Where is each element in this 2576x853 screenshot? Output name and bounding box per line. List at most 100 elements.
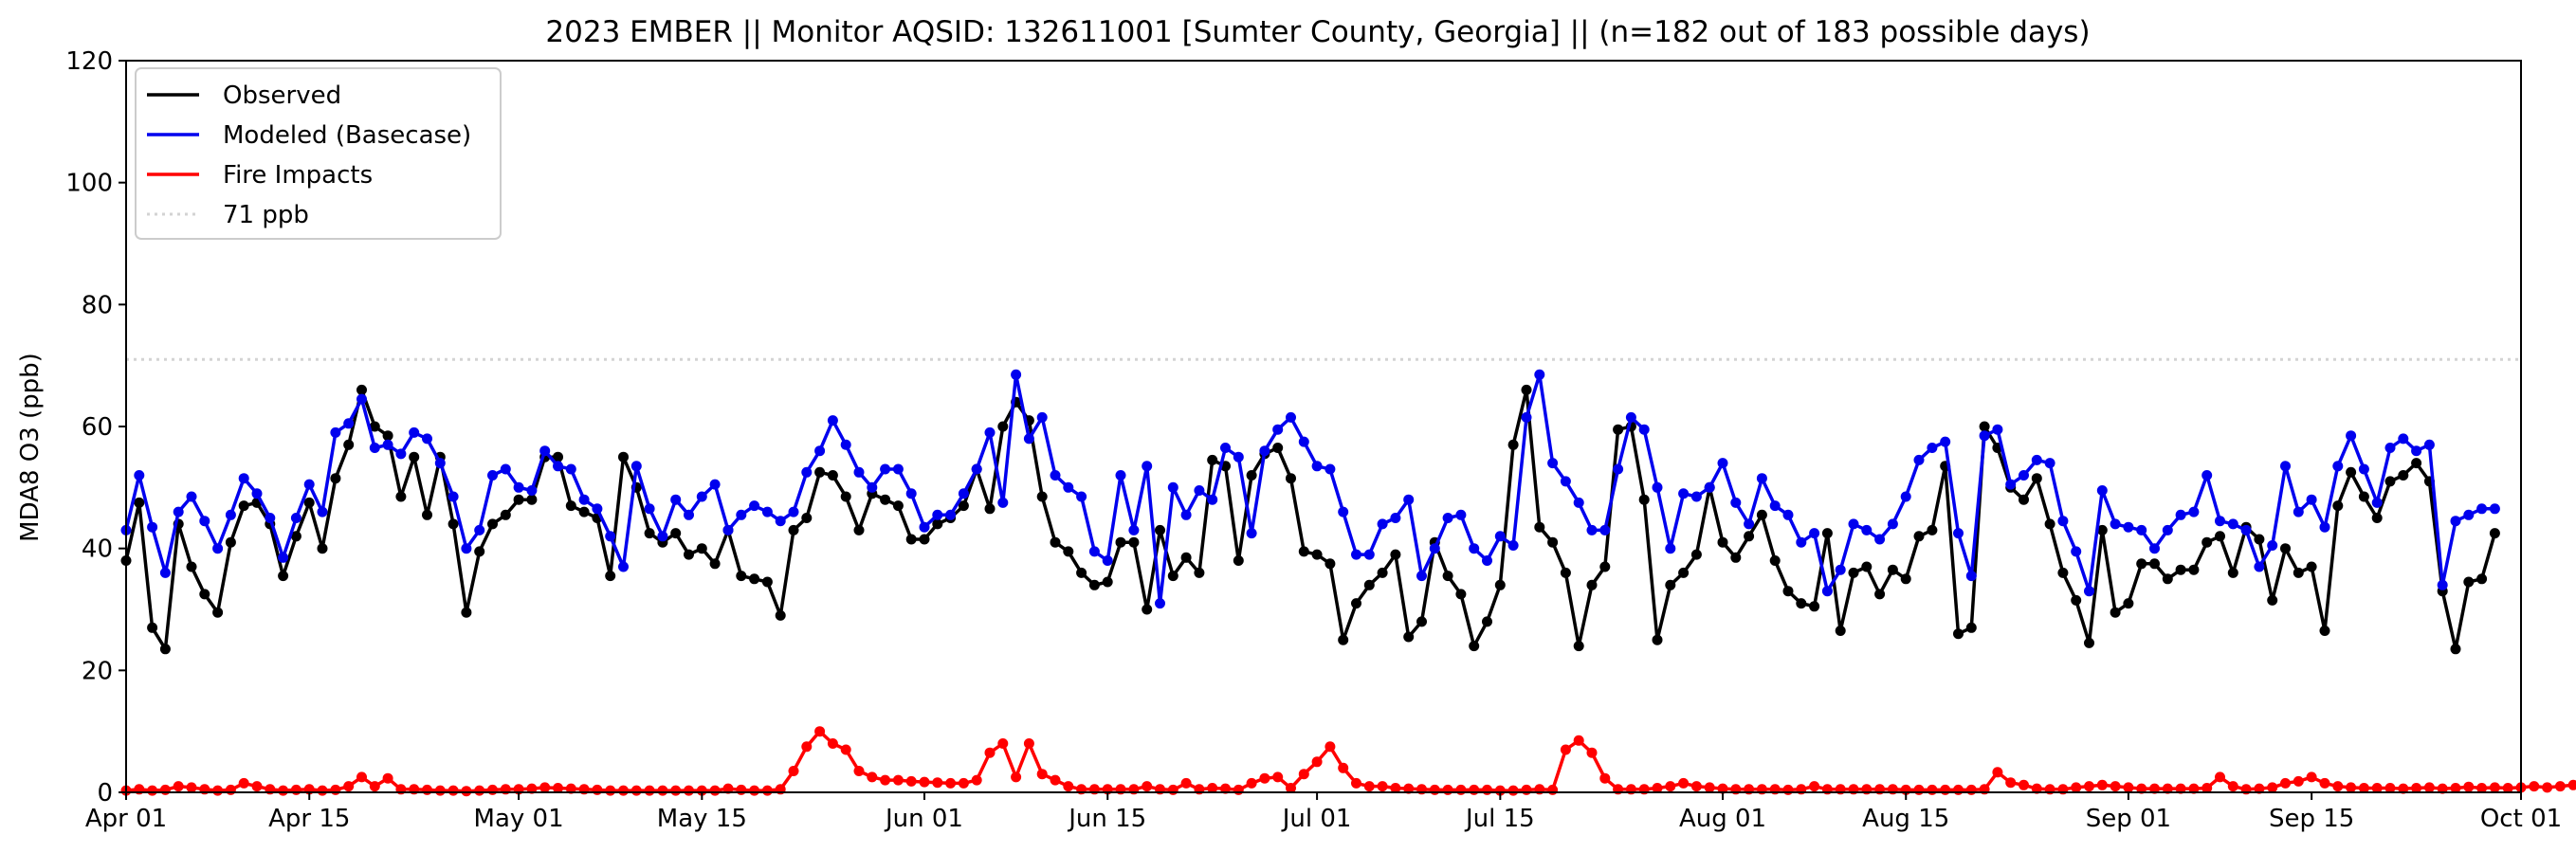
observed-point	[578, 506, 590, 517]
modeled-point	[1678, 488, 1690, 499]
fire-impacts-series	[120, 726, 2576, 797]
observed-point	[1207, 454, 1218, 465]
fire-impacts-point	[2437, 783, 2448, 794]
observed-point	[461, 607, 472, 618]
modeled-point	[199, 516, 210, 527]
x-axis: Apr 01 Apr 15 May 01 May 15 Jun 01 Jun 15 Jul …	[85, 792, 2562, 833]
fire-impacts-point	[997, 738, 1009, 749]
fire-impacts-point	[1521, 784, 1532, 795]
fire-impacts-point	[684, 785, 694, 796]
modeled-point	[2031, 454, 2042, 465]
modeled-point	[1940, 436, 1951, 447]
legend-label-threshold: 71 ppb	[223, 201, 309, 229]
observed-point	[1076, 567, 1087, 578]
observed-point	[696, 543, 707, 554]
fire-impacts-point	[2123, 782, 2134, 793]
modeled-point	[592, 503, 603, 515]
fire-impacts-point	[461, 786, 472, 797]
observed-point	[2136, 558, 2147, 570]
x-tick-label: Sep 15	[2269, 805, 2354, 833]
legend: Observed Modeled (Basecase) Fire Impacts 71…	[135, 67, 502, 240]
observed-point	[1050, 536, 1061, 548]
modeled-point	[867, 481, 878, 493]
modeled-point	[2267, 540, 2278, 551]
modeled-point	[2358, 463, 2369, 475]
observed-point	[2476, 573, 2488, 585]
fire-impacts-point	[709, 785, 721, 796]
modeled-point	[147, 521, 158, 533]
observed-point	[749, 573, 760, 585]
modeled-point	[1953, 528, 1964, 539]
observed-point	[565, 500, 576, 512]
modeled-point	[434, 458, 446, 469]
observed-point	[1744, 531, 1755, 542]
modeled-point	[2450, 516, 2461, 527]
modeled-point	[539, 445, 551, 457]
fire-impacts-point	[526, 783, 538, 794]
observed-point	[382, 430, 393, 442]
fire-impacts-point	[2411, 783, 2422, 793]
modeled-point	[2423, 439, 2435, 450]
x-tick-label: Jul 15	[1464, 805, 1535, 833]
observed-point	[2162, 573, 2173, 585]
observed-point	[1325, 558, 1336, 570]
fire-impacts-point	[2149, 783, 2160, 794]
modeled-point	[186, 491, 197, 502]
fire-impacts-point	[317, 785, 328, 796]
observed-point	[2019, 494, 2029, 505]
fire-impacts-point	[2096, 779, 2108, 790]
fire-impacts-point	[173, 781, 184, 792]
modeled-point	[984, 426, 996, 438]
modeled-point	[1311, 461, 1323, 472]
modeled-point	[2044, 458, 2055, 469]
fire-impacts-point	[1507, 785, 1519, 796]
modeled-point	[1534, 369, 1545, 380]
x-tick-label: May 01	[474, 805, 564, 833]
x-tick-label: Jul 01	[1281, 805, 1352, 833]
fire-impacts-point	[801, 741, 813, 753]
x-tick-label: Sep 01	[2086, 805, 2171, 833]
fire-impacts-point	[2162, 783, 2173, 794]
fire-impacts-point	[1403, 783, 1415, 794]
observed-point	[395, 491, 407, 502]
observed-point	[1586, 579, 1598, 590]
modeled-point	[801, 466, 813, 478]
y-tick-label: 100	[65, 170, 113, 198]
observed-point	[1521, 384, 1532, 395]
modeled-point	[1547, 458, 1559, 469]
modeled-point	[317, 506, 328, 517]
observed-point	[2057, 567, 2069, 578]
modeled-point	[1416, 571, 1427, 582]
modeled-point	[971, 463, 982, 475]
fire-impacts-point	[159, 784, 171, 795]
fire-impacts-point	[1351, 777, 1361, 789]
modeled-point	[880, 463, 891, 475]
observed-point	[1246, 470, 1257, 481]
observed-point	[1887, 564, 1898, 575]
modeled-point	[2280, 461, 2291, 472]
modeled-point	[1011, 369, 1022, 380]
fire-impacts-point	[618, 785, 629, 796]
fire-impacts-point	[1207, 783, 1218, 793]
observed-point	[1167, 571, 1178, 582]
fire-impacts-point	[186, 782, 197, 793]
observed-point	[1298, 546, 1309, 557]
fire-impacts-point	[2542, 782, 2553, 793]
modeled-point	[369, 443, 380, 453]
modeled-point	[1625, 411, 1636, 423]
modeled-point	[2254, 561, 2265, 572]
observed-point	[2071, 594, 2082, 606]
observed-point	[827, 470, 838, 481]
observed-point	[134, 497, 145, 508]
modeled-point	[2096, 485, 2108, 496]
observed-point	[1142, 604, 1153, 615]
observed-point	[2084, 637, 2094, 648]
observed-point	[892, 500, 904, 512]
modeled-point	[1796, 536, 1807, 548]
modeled-point	[1207, 494, 1218, 505]
fire-impacts-point	[212, 785, 224, 796]
modeled-point	[173, 506, 184, 517]
observed-point	[853, 524, 865, 535]
modeled-point	[644, 503, 655, 515]
